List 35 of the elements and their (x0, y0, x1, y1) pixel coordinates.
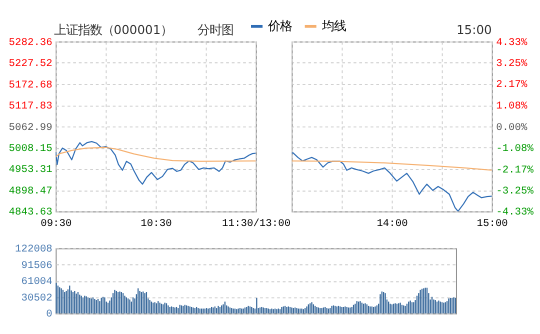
y-tick-label: 61004 (21, 276, 52, 288)
text: 分时图 (197, 22, 234, 37)
line-series (56, 140, 256, 185)
y-tick-label: 91506 (21, 260, 52, 272)
y-tick-label: 4953.31 (8, 164, 52, 176)
y-tick-label: 5282.36 (8, 36, 52, 49)
y2-tick-label: 1.08% (496, 100, 528, 113)
y-tick-label: 122008 (15, 244, 52, 256)
y-tick-label: 4898.47 (8, 185, 52, 198)
y-tick-label: 5227.52 (8, 58, 52, 70)
y2-tick-label: -4.33% (496, 206, 534, 219)
x-tick-label: 14:00 (376, 218, 408, 230)
legend-label: 均线 (320, 19, 346, 34)
line-series (56, 146, 256, 162)
y-tick-label: 5172.68 (8, 79, 52, 92)
y2-tick-label: 2.17% (496, 79, 528, 92)
chart-title: 上证指数（000001） (54, 22, 173, 37)
text: 15:00 (456, 22, 492, 37)
x-tick-label: 10:30 (140, 218, 172, 230)
y-tick-label: 5117.83 (8, 100, 52, 113)
y2-tick-label: -1.08% (496, 142, 534, 155)
y-tick-label: 5008.15 (8, 143, 52, 156)
legend-label: 价格 (267, 19, 292, 34)
y-tick-label: 5062.99 (8, 122, 52, 134)
y2-tick-label: 4.33% (496, 36, 528, 49)
y-tick-label: 30502 (21, 292, 52, 304)
y2-tick-label: 3.25% (496, 58, 528, 70)
y2-tick-label: 0.00% (496, 122, 528, 134)
x-tick-label: 11:30/13:00 (222, 218, 291, 230)
y2-tick-label: -2.17% (496, 164, 534, 176)
x-tick-label: 09:30 (40, 218, 72, 230)
y-tick-label: 0 (46, 308, 52, 321)
y2-tick-label: -3.25% (496, 186, 534, 198)
x-tick-label: 15:00 (476, 218, 508, 230)
y-tick-label: 4843.63 (8, 206, 52, 219)
